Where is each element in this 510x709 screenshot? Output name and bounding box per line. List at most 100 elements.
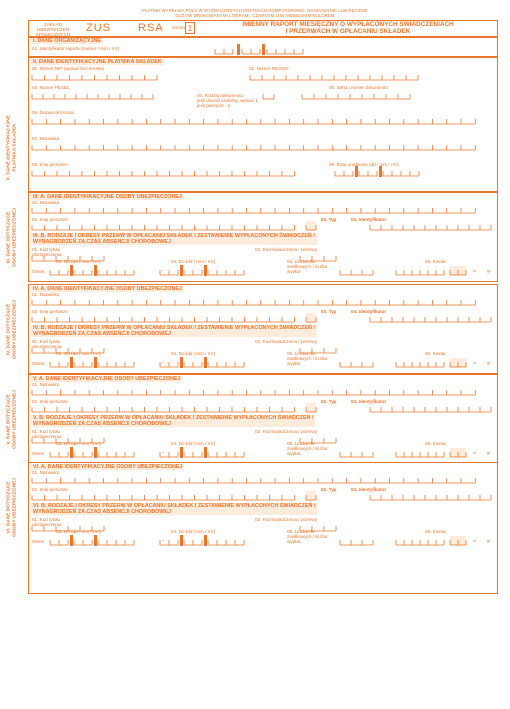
- birth-year-cells-17[interactable]: [382, 171, 420, 177]
- insurance-code-cells-44[interactable]: [31, 348, 105, 354]
- to-day-cells-72[interactable]: [159, 452, 179, 458]
- date-from-label: 03. Od (dd / mm / rrrr): [56, 441, 101, 446]
- to-day-cells-30[interactable]: [159, 270, 179, 276]
- person-b-title: VI. B. RODZAJE I OKRESY PRZERW W OPŁACAN…: [31, 503, 318, 515]
- person-first-name-cells-61[interactable]: [31, 407, 295, 413]
- document-type-cell-8[interactable]: [262, 94, 275, 100]
- person-identifier-cells-22[interactable]: [369, 225, 492, 231]
- short-name-cells-10[interactable]: [31, 119, 476, 125]
- date-from-label: 03. Od (dd / mm / rrrr): [56, 529, 101, 534]
- nip-cells-5[interactable]: [31, 75, 158, 81]
- from-year-cells-92[interactable]: [97, 540, 135, 546]
- amount-cents-cells-38[interactable]: [449, 270, 467, 276]
- to-day-cells-51[interactable]: [159, 362, 179, 368]
- amount-cells-57[interactable]: [395, 362, 445, 368]
- from-year-cells-50[interactable]: [97, 362, 135, 368]
- person-surname-cells-60[interactable]: [31, 390, 476, 396]
- amount-cells-78[interactable]: [395, 452, 445, 458]
- to-year-cells-97[interactable]: [207, 540, 245, 546]
- identifier-label: 04. Identyfikator: [351, 399, 387, 404]
- amount-cents-cells-59[interactable]: [449, 362, 467, 368]
- regon-cells-6[interactable]: [249, 75, 419, 81]
- amount-cells-36[interactable]: [395, 270, 445, 276]
- surname-label: 07. Nazwisko: [32, 136, 60, 141]
- surname-label: 01. Nazwisko: [32, 292, 60, 297]
- insurance-code-cells-86[interactable]: [31, 526, 105, 532]
- person-identifier-cells-43[interactable]: [369, 317, 492, 323]
- surname-cells-11[interactable]: [31, 145, 476, 151]
- to-month-cells-53[interactable]: [183, 362, 203, 368]
- form-name: RSA: [138, 22, 164, 34]
- from-day-cells-46[interactable]: [49, 362, 69, 368]
- person-type-cell-21[interactable]: [305, 225, 317, 231]
- from-month-cells-48[interactable]: [73, 362, 93, 368]
- person-first-name-cells-82[interactable]: [31, 495, 295, 501]
- from-month-cells-69[interactable]: [73, 452, 93, 458]
- to-month-cells-95[interactable]: [183, 540, 203, 546]
- person-type-cell-84[interactable]: [305, 495, 317, 501]
- person-first-name-cells-40[interactable]: [31, 317, 295, 323]
- days-count-cells-98[interactable]: [339, 540, 374, 546]
- report-number-cells-0[interactable]: [214, 49, 234, 55]
- surname-label: 01. Nazwisko: [32, 200, 60, 205]
- person-type-cell-42[interactable]: [305, 317, 317, 323]
- person-surname-cells-81[interactable]: [31, 478, 476, 484]
- to-month-cells-32[interactable]: [183, 270, 203, 276]
- birth-month-cells-15[interactable]: [358, 171, 378, 177]
- separator-bar-26: [70, 265, 73, 276]
- grosze-label: gr: [487, 268, 491, 273]
- person-b-title: IV. B. RODZAJE I OKRESY PRZERW W OPŁACAN…: [31, 325, 317, 337]
- to-month-cells-74[interactable]: [183, 452, 203, 458]
- person-surname-cells-18[interactable]: [31, 208, 476, 214]
- to-year-cells-55[interactable]: [207, 362, 245, 368]
- separator-bar-3: [262, 44, 265, 55]
- first-name-label: 02. Imię pierwsze: [32, 309, 68, 314]
- form-header: [28, 20, 498, 37]
- separator-bar-91: [94, 535, 97, 546]
- insurance-code-cells-65[interactable]: [31, 438, 105, 444]
- benefit-code-cells-45[interactable]: [299, 348, 337, 354]
- amount-cells-99[interactable]: [395, 540, 445, 546]
- person-identifier-cells-64[interactable]: [369, 407, 492, 413]
- to-day-cells-93[interactable]: [159, 540, 179, 546]
- first-name-label: 02. Imię pierwsze: [32, 217, 68, 222]
- separator-bar-89: [70, 535, 73, 546]
- person-surname-cells-39[interactable]: [31, 300, 476, 306]
- to-year-cells-76[interactable]: [207, 452, 245, 458]
- person-first-name-cells-19[interactable]: [31, 225, 295, 231]
- insurance-code-cells-23[interactable]: [31, 256, 105, 262]
- section-payer: II. DANE IDENTYFIKACYJNE PŁATNIKA SKŁADE…: [28, 57, 498, 192]
- to-year-cells-34[interactable]: [207, 270, 245, 276]
- from-day-cells-67[interactable]: [49, 452, 69, 458]
- benefit-code-cells-24[interactable]: [299, 256, 337, 262]
- days-count-cells-56[interactable]: [339, 362, 374, 368]
- from-month-cells-27[interactable]: [73, 270, 93, 276]
- birth-day-cells-13[interactable]: [334, 171, 354, 177]
- amount-cents-cells-101[interactable]: [449, 540, 467, 546]
- period-dash: -: [162, 360, 164, 366]
- document-number-cells-9[interactable]: [301, 94, 411, 100]
- type-label: 03. Typ: [321, 217, 337, 222]
- identifier-label: 04. Identyfikator: [351, 217, 387, 222]
- pesel-cells-7[interactable]: [31, 94, 154, 100]
- benefit-code-cells-66[interactable]: [299, 438, 337, 444]
- person-identifier-cells-85[interactable]: [369, 495, 492, 501]
- from-year-cells-29[interactable]: [97, 270, 135, 276]
- first-name-label: 02. Imię pierwsze: [32, 487, 68, 492]
- separator-bar-75: [204, 447, 207, 458]
- from-year-cells-71[interactable]: [97, 452, 135, 458]
- benefit-code-cells-87[interactable]: [299, 526, 337, 532]
- report-month-cells-2[interactable]: [241, 49, 261, 55]
- days-count-cells-35[interactable]: [339, 270, 374, 276]
- report-year-cells-4[interactable]: [266, 49, 304, 55]
- from-month-cells-90[interactable]: [73, 540, 93, 546]
- person-a-title: V. A. DANE IDENTYFIKACYJNE OSOBY UBEZPIE…: [31, 376, 183, 382]
- days-count-cells-77[interactable]: [339, 452, 374, 458]
- from-day-cells-25[interactable]: [49, 270, 69, 276]
- separator-bar-49: [94, 357, 97, 368]
- from-day-cells-88[interactable]: [49, 540, 69, 546]
- first-name-cells-12[interactable]: [31, 171, 295, 177]
- amount-cents-cells-80[interactable]: [449, 452, 467, 458]
- person-type-cell-63[interactable]: [305, 407, 317, 413]
